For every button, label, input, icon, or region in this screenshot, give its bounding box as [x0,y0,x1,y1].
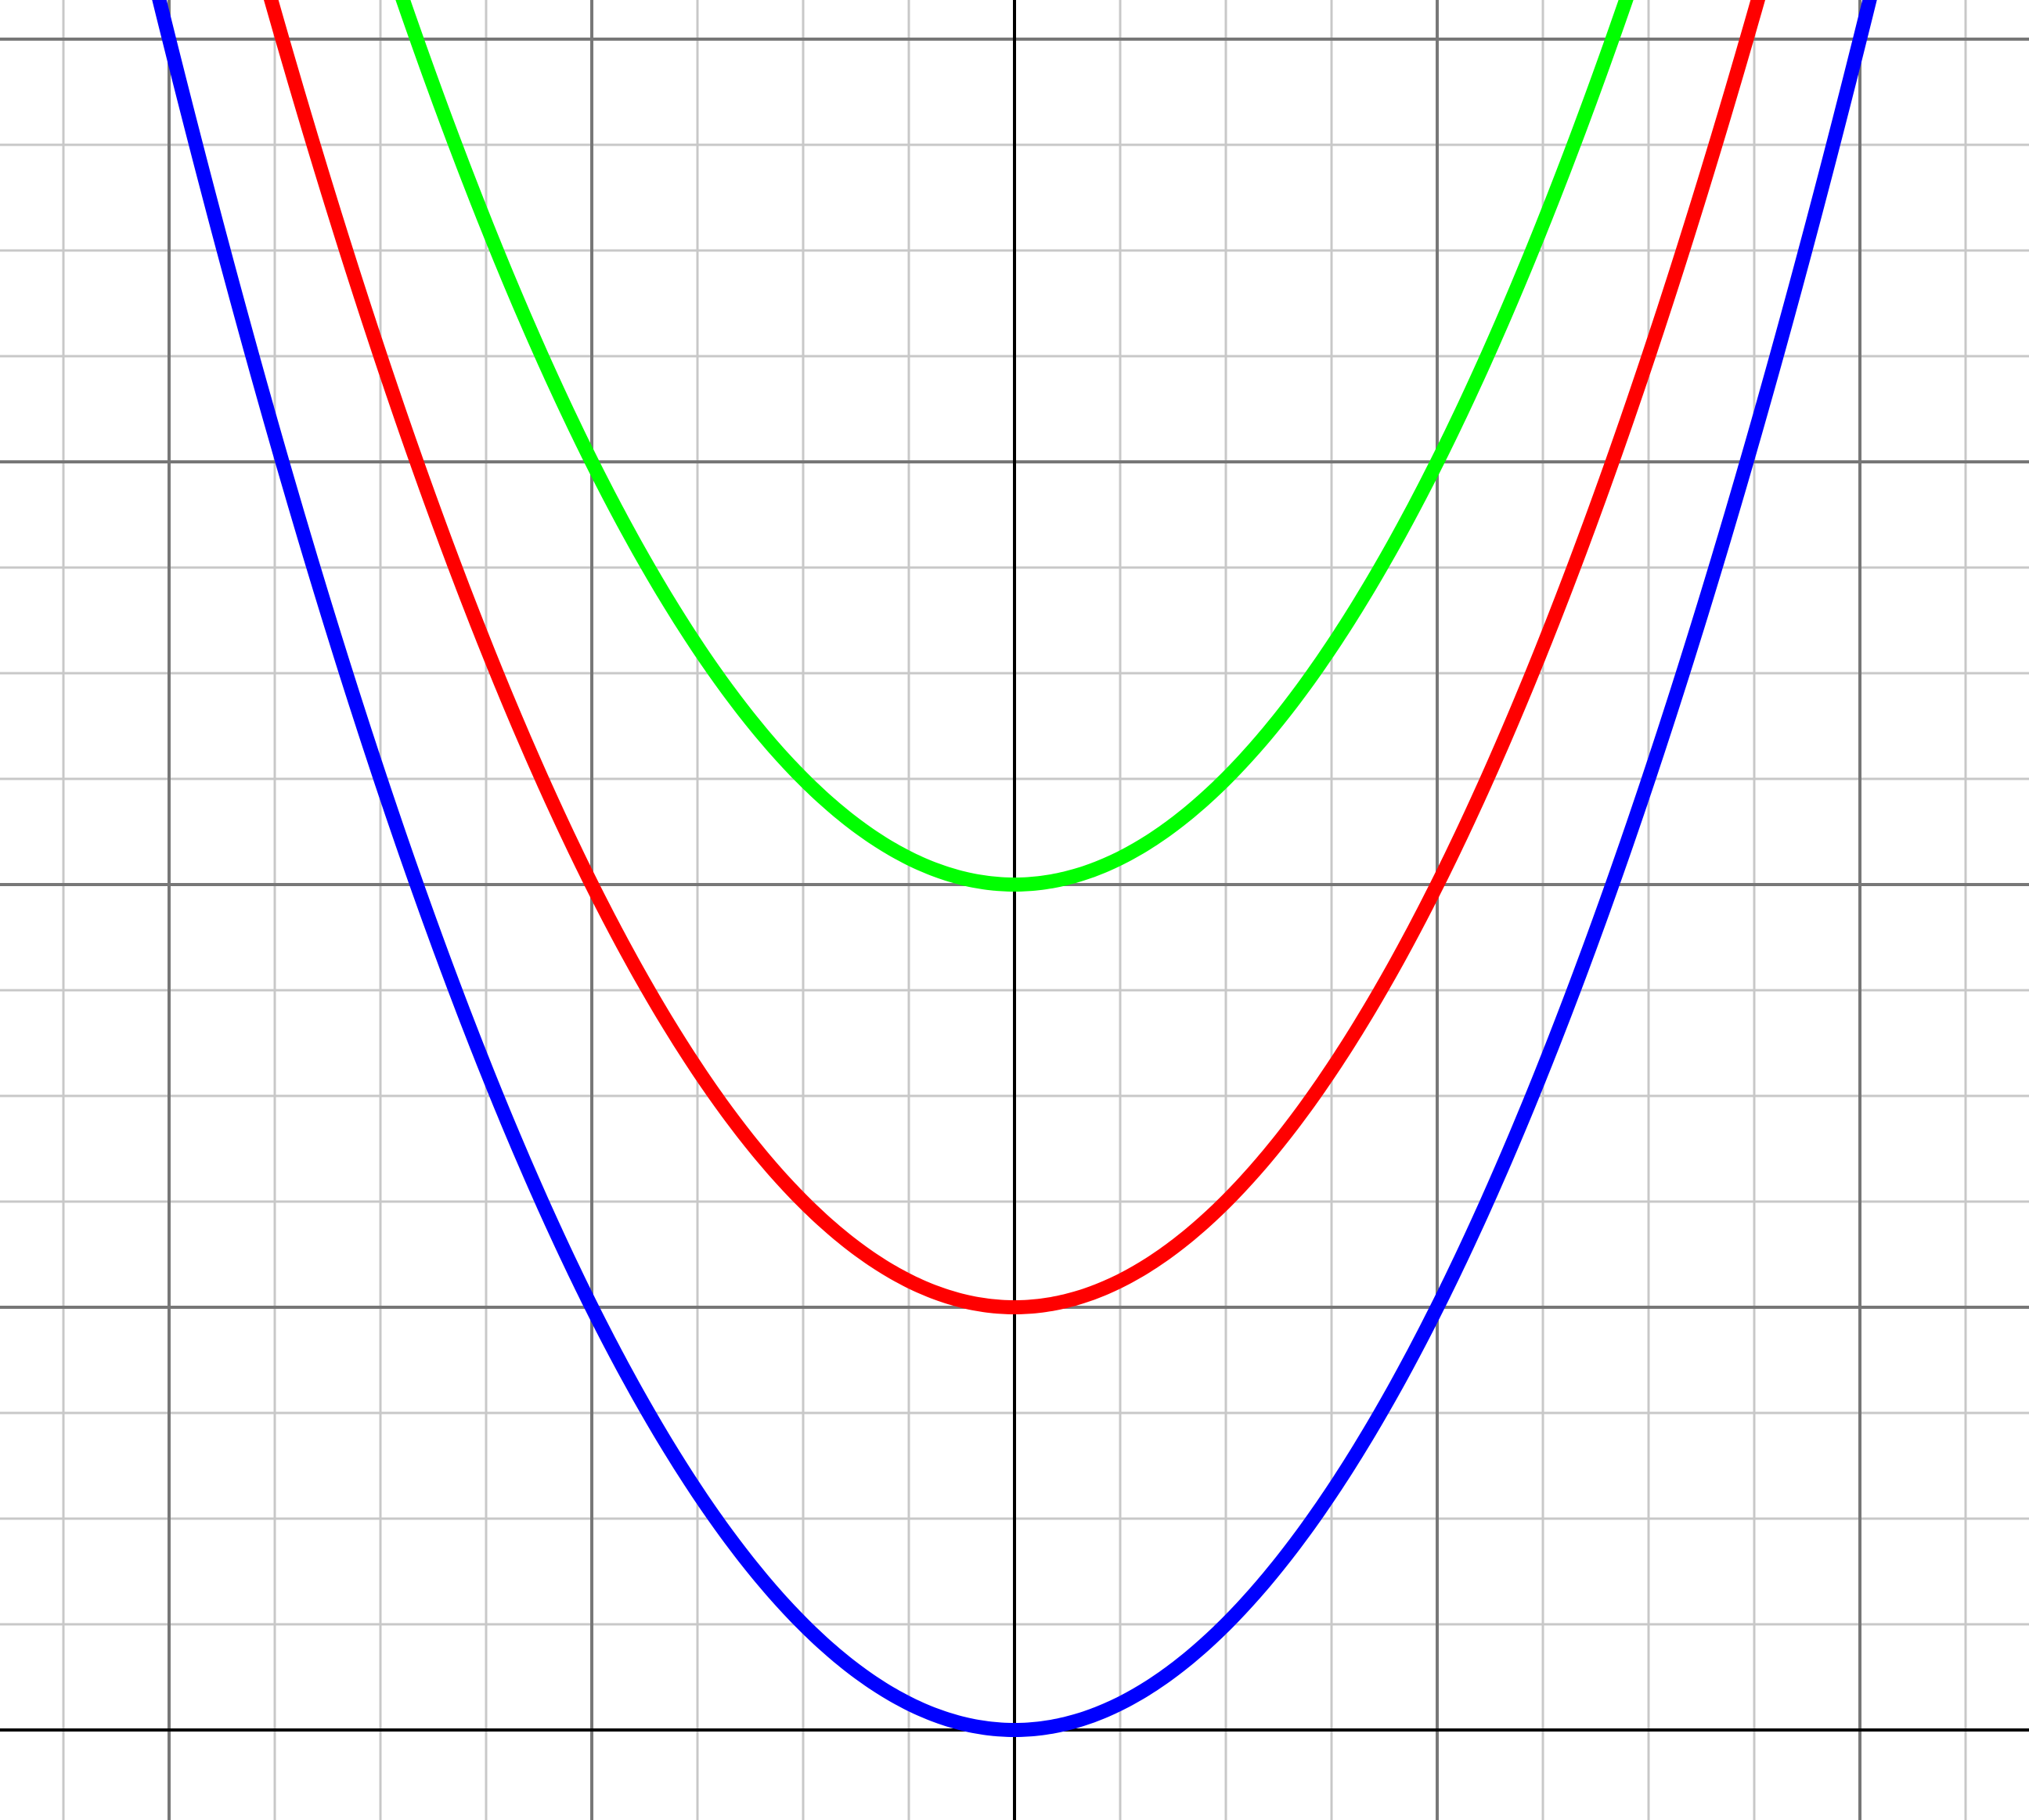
series-line-2 [264,0,1765,1314]
series-line-1 [152,0,1877,1737]
series-group [152,0,1877,1737]
series-line-3 [395,0,1634,892]
